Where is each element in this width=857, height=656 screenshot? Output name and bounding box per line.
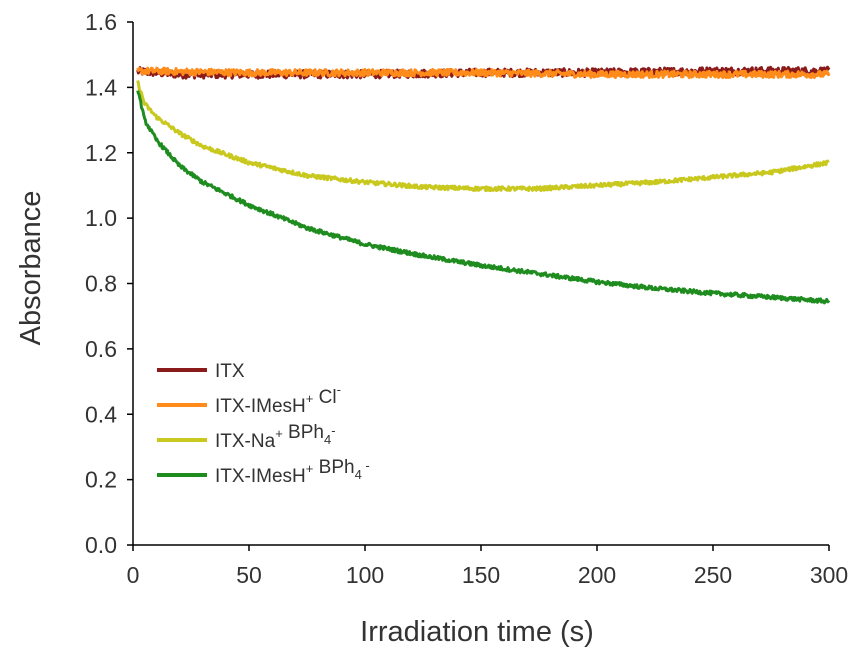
axes-layer: 0.0 0.2 0.4 0.6 0.8 1.0 1.2 1.4 1.6 0 50 100 150 200 2… bbox=[85, 9, 848, 588]
x-tick-label: 150 bbox=[462, 562, 500, 588]
y-axis-title: Absorbance bbox=[15, 191, 47, 346]
y-tick-label: 0.6 bbox=[85, 336, 117, 362]
legend-label: ITX-Na+ BPh4- bbox=[215, 422, 336, 452]
legend-item-itx: ITX bbox=[157, 361, 245, 382]
legend-label: ITX bbox=[215, 361, 245, 382]
legend-label: ITX-IMesH+ Cl- bbox=[215, 382, 341, 417]
x-axis-title: Irradiation time (s) bbox=[360, 616, 594, 648]
legend-item-itx_na_bph4: ITX-Na+ BPh4- bbox=[157, 422, 336, 452]
y-tick-label: 0.8 bbox=[85, 271, 117, 297]
legend-item-itx_imesh_bph4: ITX-IMesH+ BPh4 - bbox=[157, 457, 370, 487]
series-line-itx_imesh_bph4 bbox=[136, 90, 831, 305]
series-line-itx_imesh_cl bbox=[136, 66, 831, 80]
x-tick-label: 250 bbox=[694, 562, 732, 588]
y-tick-label: 0.2 bbox=[85, 467, 117, 493]
series-layer bbox=[136, 65, 831, 305]
x-tick-label: 200 bbox=[578, 562, 616, 588]
legend-label: ITX-IMesH+ BPh4 - bbox=[215, 457, 370, 487]
y-tick-label: 0.4 bbox=[85, 401, 117, 427]
x-tick-label: 300 bbox=[810, 562, 848, 588]
y-tick-label: 1.6 bbox=[85, 9, 117, 35]
legend-item-itx_imesh_cl: ITX-IMesH+ Cl- bbox=[157, 382, 341, 417]
series-line-itx_na_bph4 bbox=[136, 80, 830, 193]
y-tick-label: 1.4 bbox=[85, 74, 117, 100]
y-tick-label: 1.2 bbox=[85, 140, 117, 166]
x-tick-label: 100 bbox=[346, 562, 384, 588]
y-tick-label: 0.0 bbox=[85, 532, 117, 558]
y-tick-label: 1.0 bbox=[85, 205, 117, 231]
x-tick-label: 0 bbox=[127, 562, 140, 588]
x-tick-label: 50 bbox=[236, 562, 262, 588]
